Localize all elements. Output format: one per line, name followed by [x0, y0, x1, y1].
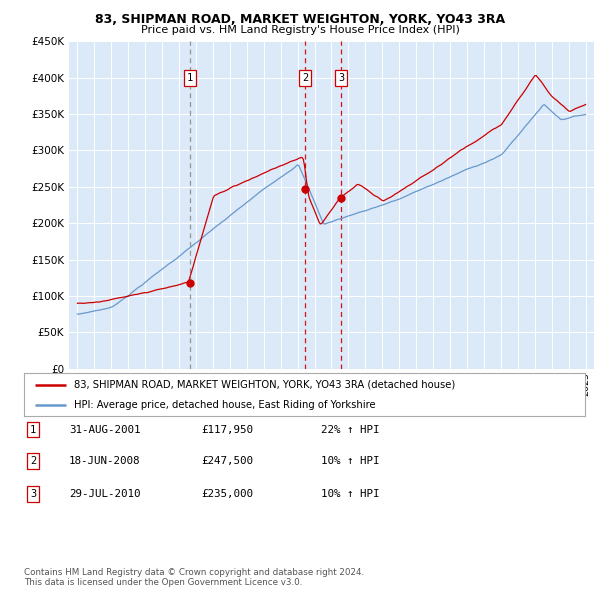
- Text: HPI: Average price, detached house, East Riding of Yorkshire: HPI: Average price, detached house, East…: [74, 400, 376, 410]
- Text: 3: 3: [30, 489, 36, 499]
- Text: 31-AUG-2001: 31-AUG-2001: [69, 425, 140, 434]
- Text: 1: 1: [187, 73, 193, 83]
- Text: 29-JUL-2010: 29-JUL-2010: [69, 489, 140, 499]
- Text: 2: 2: [302, 73, 308, 83]
- Text: 1: 1: [30, 425, 36, 434]
- Text: 2: 2: [30, 457, 36, 466]
- Text: 22% ↑ HPI: 22% ↑ HPI: [321, 425, 380, 434]
- Text: Price paid vs. HM Land Registry's House Price Index (HPI): Price paid vs. HM Land Registry's House …: [140, 25, 460, 35]
- Text: 83, SHIPMAN ROAD, MARKET WEIGHTON, YORK, YO43 3RA: 83, SHIPMAN ROAD, MARKET WEIGHTON, YORK,…: [95, 13, 505, 26]
- Text: 3: 3: [338, 73, 344, 83]
- Text: £247,500: £247,500: [201, 457, 253, 466]
- Text: 83, SHIPMAN ROAD, MARKET WEIGHTON, YORK, YO43 3RA (detached house): 83, SHIPMAN ROAD, MARKET WEIGHTON, YORK,…: [74, 379, 456, 389]
- Text: £235,000: £235,000: [201, 489, 253, 499]
- Text: 18-JUN-2008: 18-JUN-2008: [69, 457, 140, 466]
- Text: 10% ↑ HPI: 10% ↑ HPI: [321, 489, 380, 499]
- Text: £117,950: £117,950: [201, 425, 253, 434]
- Text: Contains HM Land Registry data © Crown copyright and database right 2024.
This d: Contains HM Land Registry data © Crown c…: [24, 568, 364, 587]
- Text: 10% ↑ HPI: 10% ↑ HPI: [321, 457, 380, 466]
